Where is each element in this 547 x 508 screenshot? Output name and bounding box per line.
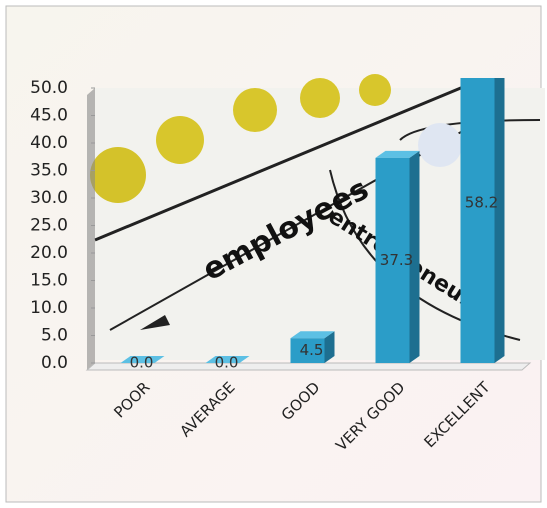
y-tick-label: 50.0 [30,78,68,98]
bar-side [494,78,505,363]
y-tick-label: 35.0 [30,161,68,181]
bar-top [205,356,250,363]
bar [375,157,410,363]
y-tick-label: 20.0 [30,243,68,263]
y-tick-label: 10.0 [30,298,68,318]
value-label: 0.0 [215,354,239,372]
floor [85,362,532,371]
y-tick-label: 25.0 [30,216,68,236]
side-wall [87,88,95,370]
bar-side [324,331,335,363]
bar-side [409,150,420,363]
bar-top [120,356,165,363]
y-tick-label: 45.0 [30,106,68,126]
y-tick-label: 40.0 [30,133,68,153]
y-tick-label: 0.0 [41,353,68,373]
bar [290,338,325,363]
value-label: 0.0 [130,354,154,372]
value-label: 58.2 [465,193,498,211]
y-tick-label: 5.0 [41,326,68,346]
bar-top [290,331,335,339]
bars [120,78,505,364]
y-tick-label: 15.0 [30,271,68,291]
y-tick-label: 30.0 [30,188,68,208]
bar [460,78,495,364]
bar-top [375,150,420,158]
value-label: 4.5 [300,341,324,359]
value-label: 37.3 [380,251,413,269]
background-illustration [90,74,545,360]
